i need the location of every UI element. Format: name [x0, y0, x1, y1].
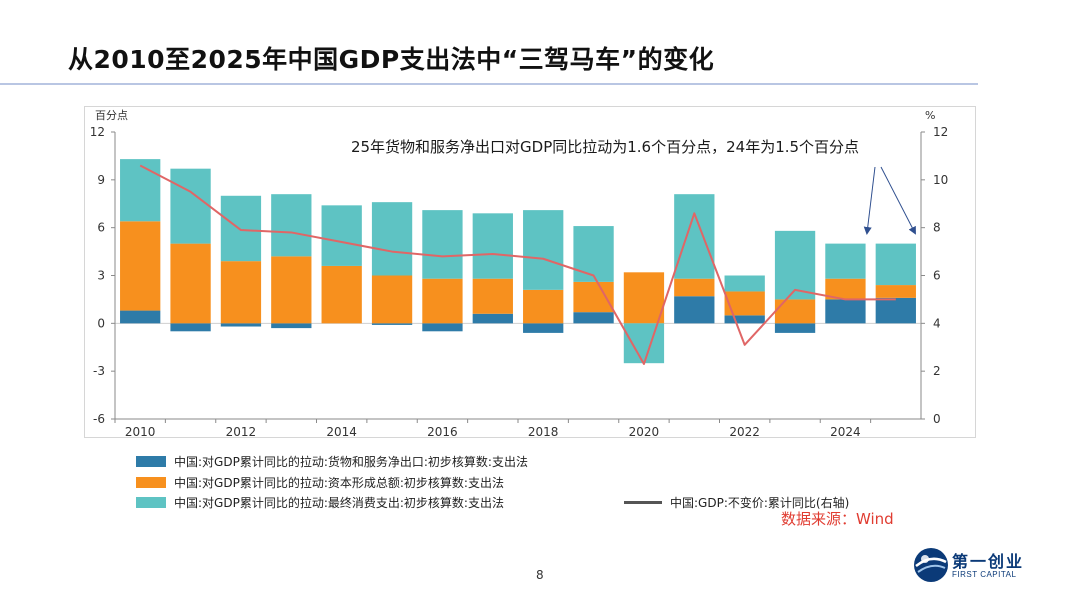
legend-label-gdp: 中国:GDP:不变价:累计同比(右轴) — [670, 496, 850, 510]
x-tick-label-2010: 2010 — [125, 425, 156, 439]
bar-net-exports-2018 — [523, 323, 564, 333]
bar-consumption-2019 — [573, 226, 614, 282]
annotation-text: 25年货物和服务净出口对GDP同比拉动为1.6个百分点，24年为1.5个百分点 — [351, 138, 859, 156]
globe-logo-icon — [914, 548, 948, 582]
annotation-arrow-2025 — [880, 166, 916, 235]
x-tick-label-2018: 2018 — [528, 425, 559, 439]
x-tick-label-2012: 2012 — [226, 425, 257, 439]
annotation-arrow-2024 — [863, 166, 876, 235]
legend-label-consumption: 中国:对GDP累计同比的拉动:最终消费支出:初步核算数:支出法 — [174, 496, 504, 510]
right-tick-label-4: 4 — [933, 316, 941, 330]
x-tick-label-2024: 2024 — [830, 425, 861, 439]
bar-capital-2019 — [573, 281, 614, 313]
bar-capital-2011 — [170, 243, 211, 324]
bar-capital-2023 — [774, 299, 816, 324]
slide-title: 从2010至2025年中国GDP支出法中“三驾马车”的变化 — [68, 45, 715, 74]
bar-consumption-2018 — [523, 210, 564, 290]
bar-net-exports-2011 — [170, 323, 211, 332]
bar-consumption-2025 — [875, 243, 916, 286]
bar-consumption-2022 — [724, 275, 765, 292]
x-tick-label-2016: 2016 — [427, 425, 458, 439]
gdp-growth-line — [139, 164, 896, 365]
bar-net-exports-2010 — [120, 310, 161, 324]
x-tick-label-2020: 2020 — [629, 425, 660, 439]
legend-label-net-exports: 中国:对GDP累计同比的拉动:货物和服务净出口:初步核算数:支出法 — [174, 455, 528, 469]
left-axis-unit: 百分点 — [95, 109, 128, 122]
bar-consumption-2013 — [271, 194, 312, 257]
x-tick-label-2022: 2022 — [729, 425, 760, 439]
chart-frame: 12 9 6 3 0 -3 -6 12 10 8 6 4 2 0 百分点% 2010 2012 2014 2016 2… — [84, 106, 976, 439]
x-tick-label-2014: 2014 — [326, 425, 357, 439]
bar-net-exports-2013 — [271, 323, 312, 329]
logo-text-cn: 第一创业 — [952, 552, 1025, 571]
bar-capital-2014 — [321, 265, 362, 324]
left-tick-label-3: 3 — [97, 269, 105, 283]
right-axis-unit: % — [925, 109, 935, 122]
bar-consumption-2014 — [321, 205, 362, 266]
company-logo: 第一创业 FIRST CAPITAL — [912, 546, 1024, 586]
right-tick-label-12: 12 — [933, 125, 948, 139]
left-tick-label-6: 6 — [97, 221, 105, 235]
left-tick-label--6: -6 — [93, 412, 105, 426]
bar-capital-2018 — [523, 289, 564, 324]
bar-net-exports-2012 — [220, 323, 262, 327]
legend-item-net-exports: 中国:对GDP累计同比的拉动:货物和服务净出口:初步核算数:支出法 — [136, 453, 528, 470]
right-tick-label-6: 6 — [933, 269, 941, 283]
bar-consumption-2020 — [623, 323, 665, 364]
bar-consumption-2016 — [422, 210, 463, 279]
right-tick-label-10: 10 — [933, 173, 948, 187]
right-tick-label-0: 0 — [933, 412, 941, 426]
bar-consumption-2012 — [220, 195, 262, 262]
bar-net-exports-2021 — [674, 296, 715, 324]
bar-consumption-2015 — [371, 202, 413, 276]
bar-capital-2015 — [371, 275, 413, 324]
left-tick-label-9: 9 — [97, 173, 105, 187]
bar-capital-2013 — [271, 256, 312, 324]
bar-capital-2025 — [875, 285, 916, 298]
bar-net-exports-2016 — [422, 323, 463, 332]
right-tick-label-2: 2 — [933, 364, 941, 378]
page-number: 8 — [536, 568, 544, 582]
title-divider — [0, 83, 978, 85]
bar-consumption-2010 — [120, 159, 161, 222]
bar-capital-2012 — [220, 261, 262, 324]
bar-consumption-2024 — [825, 243, 866, 279]
bar-consumption-2011 — [170, 168, 211, 244]
legend-swatch-consumption — [136, 497, 166, 508]
legend-swatch-gdp-line — [624, 501, 662, 504]
bar-capital-2020 — [623, 272, 665, 324]
bar-net-exports-2024 — [825, 299, 866, 324]
left-tick-label-12: 12 — [90, 125, 105, 139]
logo-text-en: FIRST CAPITAL — [952, 570, 1017, 579]
bar-net-exports-2022 — [724, 315, 765, 324]
legend-swatch-capital — [136, 477, 166, 488]
bar-capital-2021 — [674, 278, 715, 297]
bar-capital-2017 — [472, 278, 513, 314]
legend-item-consumption: 中国:对GDP累计同比的拉动:最终消费支出:初步核算数:支出法 — [136, 494, 504, 511]
bar-net-exports-2015 — [371, 323, 413, 325]
bar-capital-2010 — [120, 221, 161, 311]
legend-item-capital: 中国:对GDP累计同比的拉动:资本形成总额:初步核算数:支出法 — [136, 474, 504, 491]
stacked-bar-line-chart: 12 9 6 3 0 -3 -6 12 10 8 6 4 2 0 百分点 % 2010 2012 2014 2016 2… — [90, 109, 949, 439]
bar-consumption-2017 — [472, 213, 513, 279]
legend-swatch-net-exports — [136, 456, 166, 467]
bar-consumption-2023 — [774, 230, 816, 300]
bar-net-exports-2023 — [774, 323, 816, 333]
data-source: 数据来源：Wind — [781, 510, 894, 528]
left-tick-label--3: -3 — [93, 364, 105, 378]
bar-consumption-2021 — [674, 194, 715, 279]
bar-net-exports-2017 — [472, 313, 513, 324]
bar-net-exports-2019 — [573, 312, 614, 324]
left-tick-label-0: 0 — [97, 316, 105, 330]
legend-label-capital: 中国:对GDP累计同比的拉动:资本形成总额:初步核算数:支出法 — [174, 476, 504, 490]
bar-net-exports-2025 — [875, 297, 916, 324]
right-tick-label-8: 8 — [933, 221, 941, 235]
legend-item-gdp: 中国:GDP:不变价:累计同比(右轴) — [624, 494, 849, 511]
bar-capital-2024 — [825, 278, 866, 300]
bar-capital-2022 — [724, 291, 765, 316]
bar-capital-2016 — [422, 278, 463, 324]
